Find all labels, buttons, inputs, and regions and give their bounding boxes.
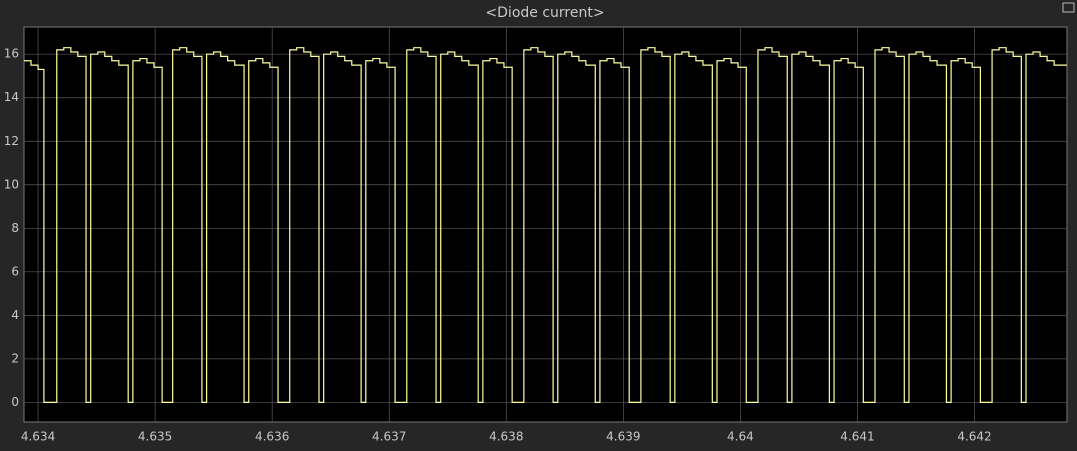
x-tick-label: 4.638 (489, 430, 523, 444)
y-tick-label: 2 (11, 351, 19, 365)
y-tick-label: 4 (11, 308, 19, 322)
y-tick-label: 12 (4, 134, 19, 148)
x-tick-label: 4.639 (606, 430, 640, 444)
signal-line (24, 47, 1067, 404)
x-tick-label: 4.64 (727, 430, 754, 444)
y-tick-label: 6 (11, 264, 19, 278)
y-tick-label: 0 (11, 395, 19, 409)
plot-area (23, 26, 1068, 423)
x-tick-label: 4.641 (840, 430, 874, 444)
x-tick-label: 4.642 (957, 430, 991, 444)
y-tick-label: 14 (4, 90, 19, 104)
y-tick-label: 8 (11, 221, 19, 235)
x-tick-label: 4.634 (21, 430, 55, 444)
chart-title: <Diode current> (485, 5, 604, 21)
expand-icon[interactable] (1062, 2, 1075, 13)
y-tick-label: 16 (4, 47, 19, 61)
x-tick-label: 4.636 (255, 430, 289, 444)
x-tick-label: 4.637 (372, 430, 406, 444)
y-tick-label: 10 (4, 177, 19, 191)
x-tick-label: 4.635 (138, 430, 172, 444)
